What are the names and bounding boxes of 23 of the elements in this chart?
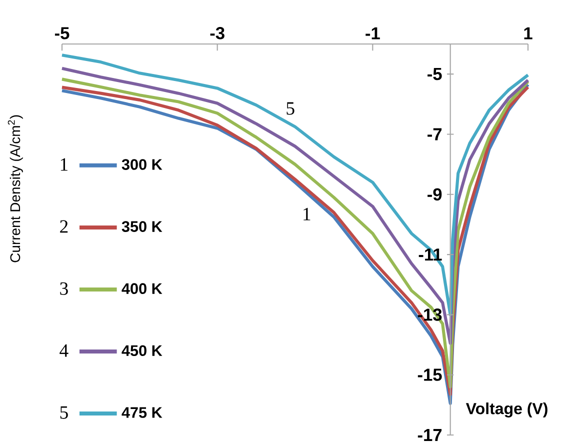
annotation: 1 xyxy=(60,158,68,171)
annotation: 5 xyxy=(60,406,68,419)
y-tick-label: -5 xyxy=(428,68,442,80)
legend-label: 300 K xyxy=(122,159,162,170)
legend-label: 400 K xyxy=(122,283,162,294)
annotation: 3 xyxy=(60,282,68,295)
y-tick-label: -9 xyxy=(428,188,442,201)
legend-label: 450 K xyxy=(122,345,162,356)
x-tick-label: -3 xyxy=(210,26,224,40)
x-tick-label: -1 xyxy=(366,27,380,40)
annotation: 1 xyxy=(304,208,310,220)
annotation: 5 xyxy=(286,102,294,115)
legend-label: 350 K xyxy=(122,221,162,232)
y-tick-label: -17 xyxy=(418,429,442,441)
y-tick-label: -7 xyxy=(428,128,442,140)
x-tick-label: 1 xyxy=(524,27,532,40)
annotation: 4 xyxy=(60,344,68,357)
y-tick-label: -15 xyxy=(418,368,442,381)
annotation: 2 xyxy=(60,220,68,233)
x-axis-title: Voltage (V) xyxy=(466,402,548,418)
y-axis-title: Current Density (A/cm$^{2}$) xyxy=(8,115,23,262)
x-tick-label: -5 xyxy=(54,27,70,40)
legend-label: 475 K xyxy=(122,407,162,418)
